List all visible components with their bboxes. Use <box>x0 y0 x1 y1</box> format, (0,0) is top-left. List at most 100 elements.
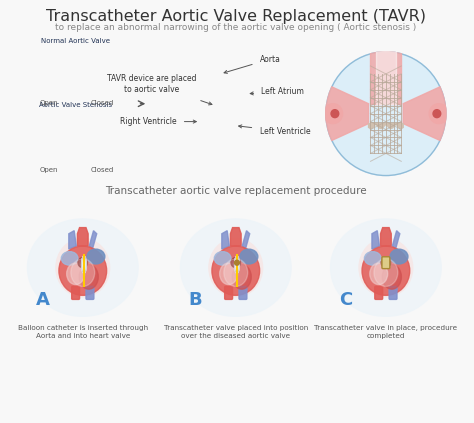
FancyBboxPatch shape <box>86 286 94 299</box>
Polygon shape <box>226 63 237 88</box>
Text: A: A <box>36 291 49 309</box>
Text: Left Ventricle: Left Ventricle <box>238 125 310 136</box>
Ellipse shape <box>362 246 410 295</box>
Circle shape <box>231 258 240 268</box>
Ellipse shape <box>27 219 138 316</box>
Ellipse shape <box>240 249 258 264</box>
Ellipse shape <box>223 88 248 109</box>
Ellipse shape <box>219 263 237 285</box>
FancyBboxPatch shape <box>239 286 247 299</box>
FancyBboxPatch shape <box>371 51 401 104</box>
Ellipse shape <box>195 107 220 137</box>
FancyBboxPatch shape <box>376 51 395 104</box>
Ellipse shape <box>185 84 250 152</box>
FancyBboxPatch shape <box>375 286 383 299</box>
Text: Open: Open <box>40 100 58 106</box>
Text: Transcatheter valve in place, procedure
completed: Transcatheter valve in place, procedure … <box>314 325 457 339</box>
FancyBboxPatch shape <box>389 286 397 299</box>
Circle shape <box>84 57 120 95</box>
Wedge shape <box>33 132 52 160</box>
Ellipse shape <box>359 239 413 297</box>
Ellipse shape <box>61 252 78 265</box>
Text: Normal Aortic Valve: Normal Aortic Valve <box>41 38 110 44</box>
Circle shape <box>78 258 88 268</box>
Polygon shape <box>392 231 400 249</box>
Circle shape <box>46 140 53 147</box>
Polygon shape <box>403 84 447 143</box>
Ellipse shape <box>71 259 95 286</box>
Polygon shape <box>198 63 209 88</box>
Circle shape <box>331 110 339 118</box>
Text: Aorta: Aorta <box>224 55 281 74</box>
Ellipse shape <box>330 219 441 316</box>
Ellipse shape <box>56 239 109 297</box>
Text: Closed: Closed <box>91 100 114 106</box>
Text: TAVR device are placed
to aortic valve: TAVR device are placed to aortic valve <box>107 74 212 105</box>
Polygon shape <box>325 84 369 143</box>
FancyBboxPatch shape <box>225 286 233 299</box>
Ellipse shape <box>82 256 86 273</box>
Ellipse shape <box>212 246 260 295</box>
Ellipse shape <box>188 92 211 110</box>
Circle shape <box>31 125 67 162</box>
Text: C: C <box>339 291 352 309</box>
Ellipse shape <box>374 259 398 286</box>
Polygon shape <box>242 231 250 249</box>
Text: Closed: Closed <box>91 167 114 173</box>
FancyBboxPatch shape <box>23 33 128 51</box>
Ellipse shape <box>365 252 381 265</box>
Ellipse shape <box>209 239 263 297</box>
Wedge shape <box>86 134 103 160</box>
Circle shape <box>381 258 391 268</box>
Ellipse shape <box>235 256 239 273</box>
FancyBboxPatch shape <box>382 257 390 269</box>
Circle shape <box>325 51 447 176</box>
Wedge shape <box>34 126 64 143</box>
Text: B: B <box>189 291 202 309</box>
Ellipse shape <box>383 264 401 289</box>
Ellipse shape <box>214 252 231 265</box>
Wedge shape <box>102 69 118 92</box>
Ellipse shape <box>181 219 291 316</box>
Ellipse shape <box>201 102 234 140</box>
Circle shape <box>235 260 239 265</box>
Ellipse shape <box>79 264 98 289</box>
Text: Transcatheter valve placed into position
over the diseased aortic valve: Transcatheter valve placed into position… <box>164 325 308 339</box>
Circle shape <box>100 142 104 146</box>
Polygon shape <box>69 231 76 249</box>
Circle shape <box>211 100 224 114</box>
Text: Open: Open <box>40 167 58 173</box>
Text: Aortic Valve Stenosis: Aortic Valve Stenosis <box>39 102 112 108</box>
Polygon shape <box>372 231 380 249</box>
Polygon shape <box>39 65 59 82</box>
Text: Right Ventricle: Right Ventricle <box>120 117 196 126</box>
Ellipse shape <box>232 264 251 289</box>
FancyBboxPatch shape <box>202 140 213 157</box>
FancyBboxPatch shape <box>72 286 80 299</box>
Ellipse shape <box>181 74 254 154</box>
Polygon shape <box>210 59 225 84</box>
Polygon shape <box>230 228 241 246</box>
Ellipse shape <box>87 249 105 264</box>
Wedge shape <box>89 60 115 76</box>
Wedge shape <box>87 127 117 143</box>
FancyBboxPatch shape <box>23 97 128 115</box>
Circle shape <box>323 104 343 124</box>
FancyBboxPatch shape <box>222 140 232 157</box>
Wedge shape <box>46 132 65 160</box>
Ellipse shape <box>370 263 388 285</box>
Polygon shape <box>89 231 97 249</box>
Text: Left Atrium: Left Atrium <box>250 87 304 96</box>
Polygon shape <box>381 228 391 246</box>
FancyBboxPatch shape <box>11 17 139 182</box>
Ellipse shape <box>59 246 107 295</box>
Ellipse shape <box>67 263 84 285</box>
Polygon shape <box>222 231 229 249</box>
Circle shape <box>429 104 448 124</box>
Circle shape <box>100 74 104 78</box>
Text: Balloon catheter is inserted through
Aorta and into heart valve: Balloon catheter is inserted through Aor… <box>18 325 148 339</box>
Polygon shape <box>77 228 88 246</box>
Text: Transcatheter aortic valve replacement procedure: Transcatheter aortic valve replacement p… <box>105 186 366 196</box>
Circle shape <box>84 125 120 162</box>
Text: Transcatheter Aortic Valve Replacement (TAVR): Transcatheter Aortic Valve Replacement (… <box>46 9 426 25</box>
